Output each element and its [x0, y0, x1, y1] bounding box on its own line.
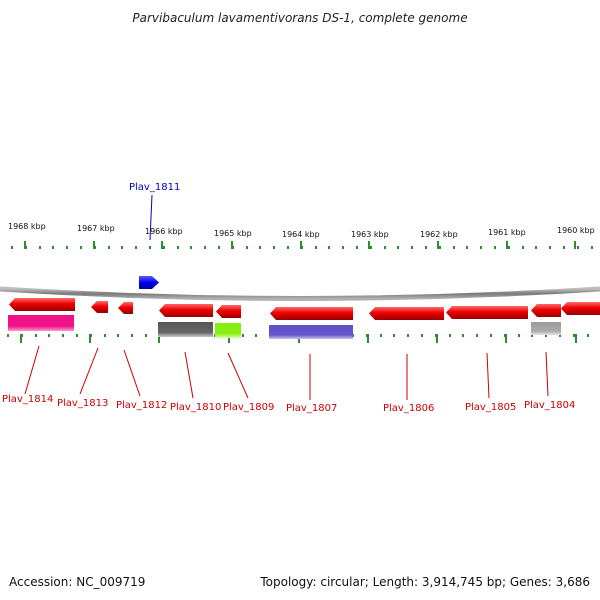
gene-feature-box	[215, 323, 241, 338]
kbp-scale: 1968 kbp 1967 kbp 1966 kbp 1965 kbp 1964 kbp…	[8, 222, 595, 239]
kbp-label: 1961 kbp	[488, 228, 526, 237]
gene-arrow	[9, 298, 75, 311]
leader-line	[227, 352, 249, 399]
gene-arrow	[159, 304, 213, 317]
gene-label[interactable]: Plav_1805	[465, 402, 516, 413]
gene-arrow	[369, 307, 444, 320]
gene-arrow	[446, 306, 528, 319]
kbp-label: 1960 kbp	[557, 226, 595, 235]
label-leader-lines	[24, 194, 549, 400]
gene-feature-box	[8, 315, 74, 331]
gene-arrow	[216, 305, 241, 318]
kbp-label: 1962 kbp	[420, 230, 458, 239]
gene-arrow	[531, 304, 561, 317]
gene-feature-box	[269, 325, 353, 339]
leader-line	[545, 351, 549, 397]
gene-label[interactable]: Plav_1804	[524, 400, 575, 411]
leader-line	[79, 347, 99, 395]
gene-label[interactable]: Plav_1809	[223, 402, 274, 413]
gene-feature-box	[531, 322, 561, 335]
gene-label[interactable]: Plav_1811	[129, 182, 180, 193]
gene-label[interactable]: Plav_1813	[57, 398, 108, 409]
gene-label[interactable]: Plav_1807	[286, 403, 337, 414]
kbp-label: 1966 kbp	[145, 227, 183, 236]
leader-line	[123, 349, 141, 397]
kbp-label: 1967 kbp	[77, 224, 115, 233]
gene-features	[8, 276, 600, 339]
leader-line	[184, 351, 194, 399]
gene-arrow	[91, 301, 108, 313]
kbp-label: 1968 kbp	[8, 222, 46, 231]
gene-labels: Plav_1814 Plav_1813 Plav_1812 Plav_1811 Plav…	[2, 182, 575, 414]
gene-arrow	[561, 302, 600, 315]
kbp-label: 1964 kbp	[282, 230, 320, 239]
gene-arrow	[139, 276, 159, 289]
accession-text: Accession: NC_009719	[9, 575, 145, 589]
topology-text: Topology: circular; Length: 3,914,745 bp…	[259, 575, 590, 589]
genome-backbone	[0, 286, 600, 301]
gene-arrow	[270, 307, 353, 320]
gene-label[interactable]: Plav_1812	[116, 400, 167, 411]
gene-label[interactable]: Plav_1810	[170, 402, 221, 413]
kbp-label: 1965 kbp	[214, 229, 252, 238]
kbp-label: 1963 kbp	[351, 230, 389, 239]
leader-line	[24, 345, 40, 395]
gene-label[interactable]: Plav_1806	[383, 403, 434, 414]
leader-line	[149, 194, 153, 241]
gene-feature-box	[158, 322, 213, 337]
genome-title: Parvibaculum lavamentivorans DS-1, compl…	[132, 11, 467, 25]
gene-arrow	[118, 302, 133, 314]
leader-line	[486, 352, 490, 399]
gene-label[interactable]: Plav_1814	[2, 394, 53, 405]
